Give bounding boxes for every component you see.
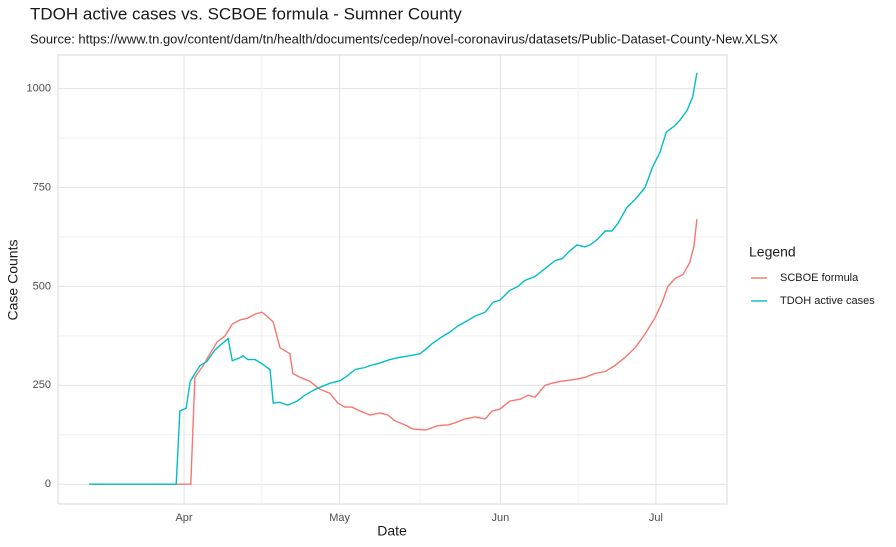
y-tick-label: 250 [33, 379, 51, 391]
x-tick-label: Jul [649, 512, 663, 524]
series-line [89, 72, 698, 485]
legend-title: Legend [749, 244, 796, 260]
x-tick-label: May [329, 512, 350, 524]
series-line [89, 219, 698, 485]
legend-label: TDOH active cases [780, 295, 875, 307]
y-tick-label: 0 [45, 478, 51, 490]
x-tick-label: Jun [491, 512, 509, 524]
y-tick-label: 1000 [27, 83, 51, 95]
y-tick-label: 500 [33, 280, 51, 292]
chart-title: TDOH active cases vs. SCBOE formula - Su… [30, 4, 462, 23]
y-axis-title: Case Counts [5, 240, 21, 321]
legend-label: SCBOE formula [780, 272, 859, 284]
plot-border [57, 54, 728, 505]
y-tick-label: 750 [33, 181, 51, 193]
grid [58, 55, 727, 504]
chart-subtitle: Source: https://www.tn.gov/content/dam/t… [30, 31, 778, 46]
x-tick-label: Apr [175, 512, 192, 524]
x-axis-title: Date [377, 523, 407, 539]
